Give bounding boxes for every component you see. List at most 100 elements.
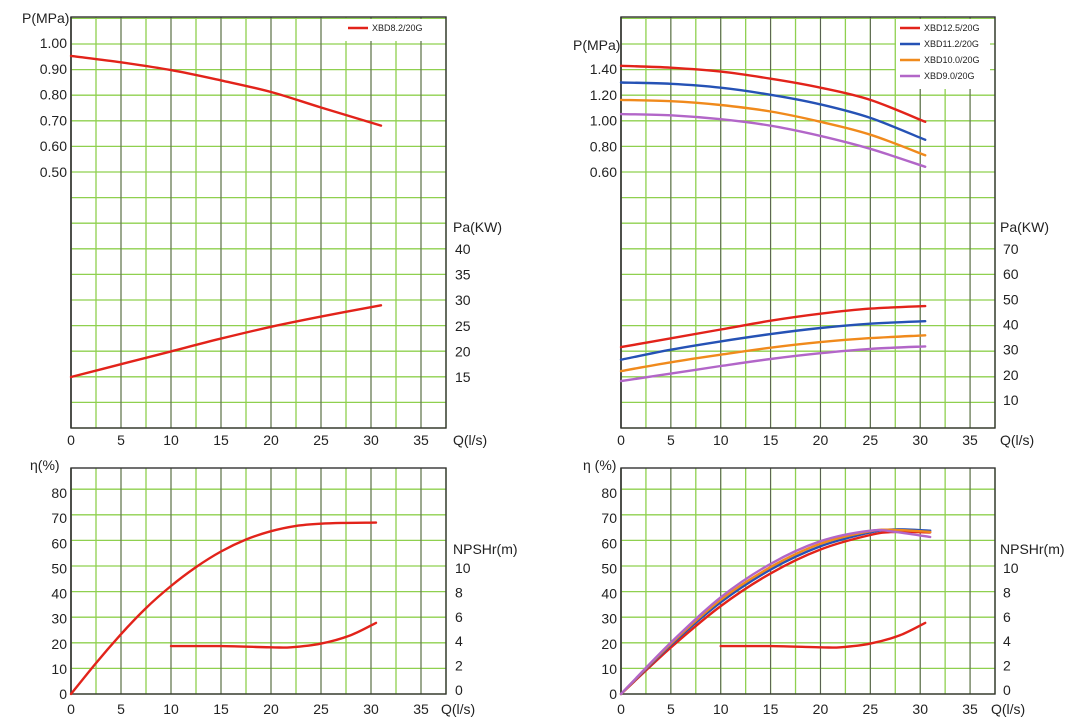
x-tick-label: 30 [363,432,379,448]
y-tick-label-pa: 20 [455,343,471,359]
y-tick-label-npsh: 6 [455,609,463,625]
x-tick-label: 10 [713,701,729,717]
x-tick-label: 0 [617,432,625,448]
axis-title-p: P(MPa) [573,37,620,53]
y-tick-label-eta: 80 [51,485,67,501]
x-tick-label: 5 [117,701,125,717]
y-tick-label-eta: 70 [51,510,67,526]
x-tick-label: 25 [313,701,329,717]
y-tick-label-eta: 20 [51,636,67,652]
x-tick-label: 0 [617,701,625,717]
y-tick-label-pa: 20 [1003,367,1019,383]
series-line-p-xbd10-0-20g [619,98,927,157]
legend: XBD8.2/20G [344,19,438,41]
y-tick-label-eta: 60 [601,535,617,551]
y-tick-label-npsh: 2 [455,658,463,674]
series-line-p-xbd9-0-20g [619,112,927,168]
x-tick-label: 15 [763,701,779,717]
x-tick-label: 20 [263,701,279,717]
x-tick-label: 25 [863,432,879,448]
legend-label-xbd9-0-20g: XBD9.0/20G [924,71,975,81]
x-tick-label: 30 [363,701,379,717]
x-tick-label: 10 [163,701,179,717]
legend-label-xbd8-2-20g: XBD8.2/20G [372,23,423,33]
x-tick-label: 15 [213,701,229,717]
y-tick-label-p: 1.00 [40,35,67,51]
x-tick-label: 35 [962,432,978,448]
y-tick-label-p: 0.60 [40,138,67,154]
x-tick-label: 5 [667,701,675,717]
chart-panel-right-top: 0 5 10 15 20 25 30 35 Q(l/s) P(MPa) 1.40 1.20 1.00 0.… [573,16,1049,448]
x-axis-title: Q(l/s) [441,701,475,717]
x-tick-label: 35 [413,432,429,448]
x-axis-title: Q(l/s) [991,701,1025,717]
x-tick-label: 5 [667,432,675,448]
series-line-p-xbd11-2-20g [619,81,927,141]
x-tick-label: 15 [213,432,229,448]
series-line-npsh-npshr [169,621,378,649]
x-axis-title: Q(l/s) [1000,432,1034,448]
x-tick-label: 0 [67,701,75,717]
y-tick-label-npsh: 10 [1003,560,1019,576]
y-tick-label-npsh: 2 [1003,658,1011,674]
y-tick-label-pa: 15 [455,369,471,385]
series-line-eta-xbd11-2-20g [619,528,932,696]
y-tick-label-p: 0.50 [40,164,67,180]
y-tick-label-pa: 30 [1003,342,1019,358]
y-tick-label-npsh: 0 [1003,682,1011,698]
y-tick-label-p: 0.80 [40,87,67,103]
y-tick-label-pa: 35 [455,267,471,283]
chart-panel-left-top: 0 5 10 15 20 25 30 35 Q(l/s) P(MPa) 1.00 0.90 0.80 0.… [22,10,502,448]
series-line-eta-xbd9-0-20g [619,528,932,696]
y-tick-label-p: 1.00 [590,113,617,129]
series-line-pa-xbd11-2-20g [619,320,927,361]
axis-title-pa: Pa(KW) [1000,219,1049,235]
legend-label-xbd12-5-20g: XBD12.5/20G [924,23,980,33]
x-tick-label: 20 [263,432,279,448]
series-line-npsh-npshr [719,621,927,649]
chart-panel-right-bottom: 0 5 10 15 20 25 30 35 Q(l/s)η (%)807060504030201… [583,457,1065,717]
y-tick-label-npsh: 6 [1003,609,1011,625]
chart-panel-left-bottom: 0 5 10 15 20 25 30 35 Q(l/s)η(%)8070605040302010… [30,457,518,717]
axis-title-pa: Pa(KW) [453,219,502,235]
legend: XBD12.5/20G XBD11.2/20G XBD10.0/20G XBD9.0/… [896,19,990,89]
x-tick-label: 20 [813,701,829,717]
x-tick-label: 30 [912,701,928,717]
series-line-pa-xbd12-5-20g [619,304,927,349]
x-tick-label: 25 [313,432,329,448]
y-tick-label-npsh: 10 [455,560,471,576]
y-tick-label-eta: 60 [51,535,67,551]
y-tick-label-p: 0.80 [590,138,617,154]
y-tick-label-pa: 25 [455,318,471,334]
y-tick-label-eta: 0 [59,686,67,702]
x-tick-label: 0 [67,432,75,448]
legend-box [344,19,438,41]
y-tick-label-eta: 10 [601,661,617,677]
y-tick-label-pa: 40 [455,241,471,257]
y-tick-label-p: 1.40 [590,61,617,77]
series-line-eta-xbd10-0-20g [619,528,932,696]
y-tick-label-pa: 60 [1003,266,1019,282]
legend-label-xbd10-0-20g: XBD10.0/20G [924,55,980,65]
x-axis-title: Q(l/s) [453,432,487,448]
grid [620,468,996,695]
y-tick-label-pa: 40 [1003,317,1019,333]
legend-label-xbd11-2-20g: XBD11.2/20G [924,39,979,49]
axis-title-npsh: NPSHr(m) [453,541,518,557]
y-tick-label-npsh: 4 [455,633,463,649]
grid [70,17,447,429]
y-tick-label-p: 1.20 [590,87,617,103]
y-tick-label-eta: 40 [51,586,67,602]
series-line-p-xbd12-5-20g [619,64,927,123]
y-tick-label-p: 0.60 [590,164,617,180]
axis-title-eta: η(%) [30,457,60,473]
y-tick-label-eta: 30 [601,611,617,627]
series-line-pa-xbd9-0-20g [619,345,927,383]
y-tick-label-eta: 50 [51,560,67,576]
x-tick-label: 30 [912,432,928,448]
plot-frame [70,16,447,429]
y-tick-label-p: 0.90 [40,61,67,77]
y-tick-label-eta: 0 [609,686,617,702]
y-tick-label-pa: 50 [1003,291,1019,307]
series-line-p-xbd8-2-20g [69,54,383,127]
